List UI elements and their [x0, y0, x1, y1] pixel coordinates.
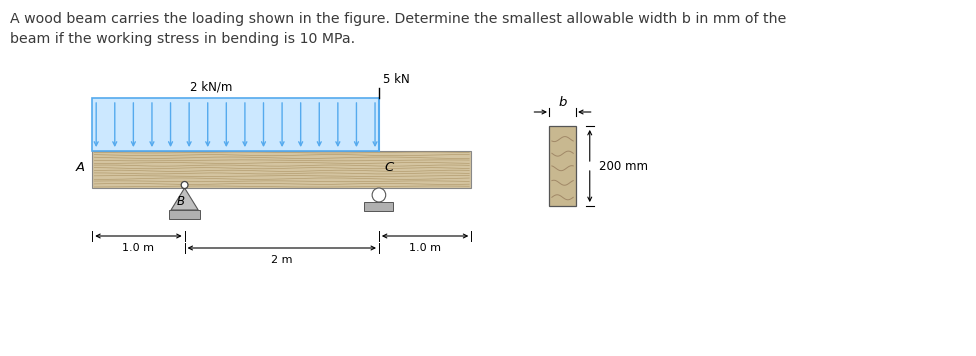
- Text: 2 kN/m: 2 kN/m: [190, 81, 232, 94]
- Bar: [169, 210, 200, 219]
- Circle shape: [182, 182, 188, 188]
- Bar: [549, 126, 576, 206]
- Text: B: B: [177, 195, 184, 208]
- Text: C: C: [385, 161, 394, 174]
- Ellipse shape: [372, 188, 386, 202]
- Bar: [364, 202, 393, 211]
- Text: beam if the working stress in bending is 10 MPa.: beam if the working stress in bending is…: [10, 32, 355, 46]
- Text: 1.0 m: 1.0 m: [122, 243, 154, 253]
- Bar: [93, 151, 471, 188]
- Text: A: A: [75, 161, 85, 174]
- Text: 200 mm: 200 mm: [599, 159, 648, 173]
- Polygon shape: [171, 188, 198, 210]
- Text: A wood beam carries the loading shown in the figure. Determine the smallest allo: A wood beam carries the loading shown in…: [10, 12, 786, 26]
- Text: 2 m: 2 m: [271, 255, 293, 265]
- Text: 1.0 m: 1.0 m: [409, 243, 441, 253]
- Text: b: b: [558, 96, 567, 109]
- Bar: [93, 98, 379, 151]
- Text: 5 kN: 5 kN: [383, 73, 410, 86]
